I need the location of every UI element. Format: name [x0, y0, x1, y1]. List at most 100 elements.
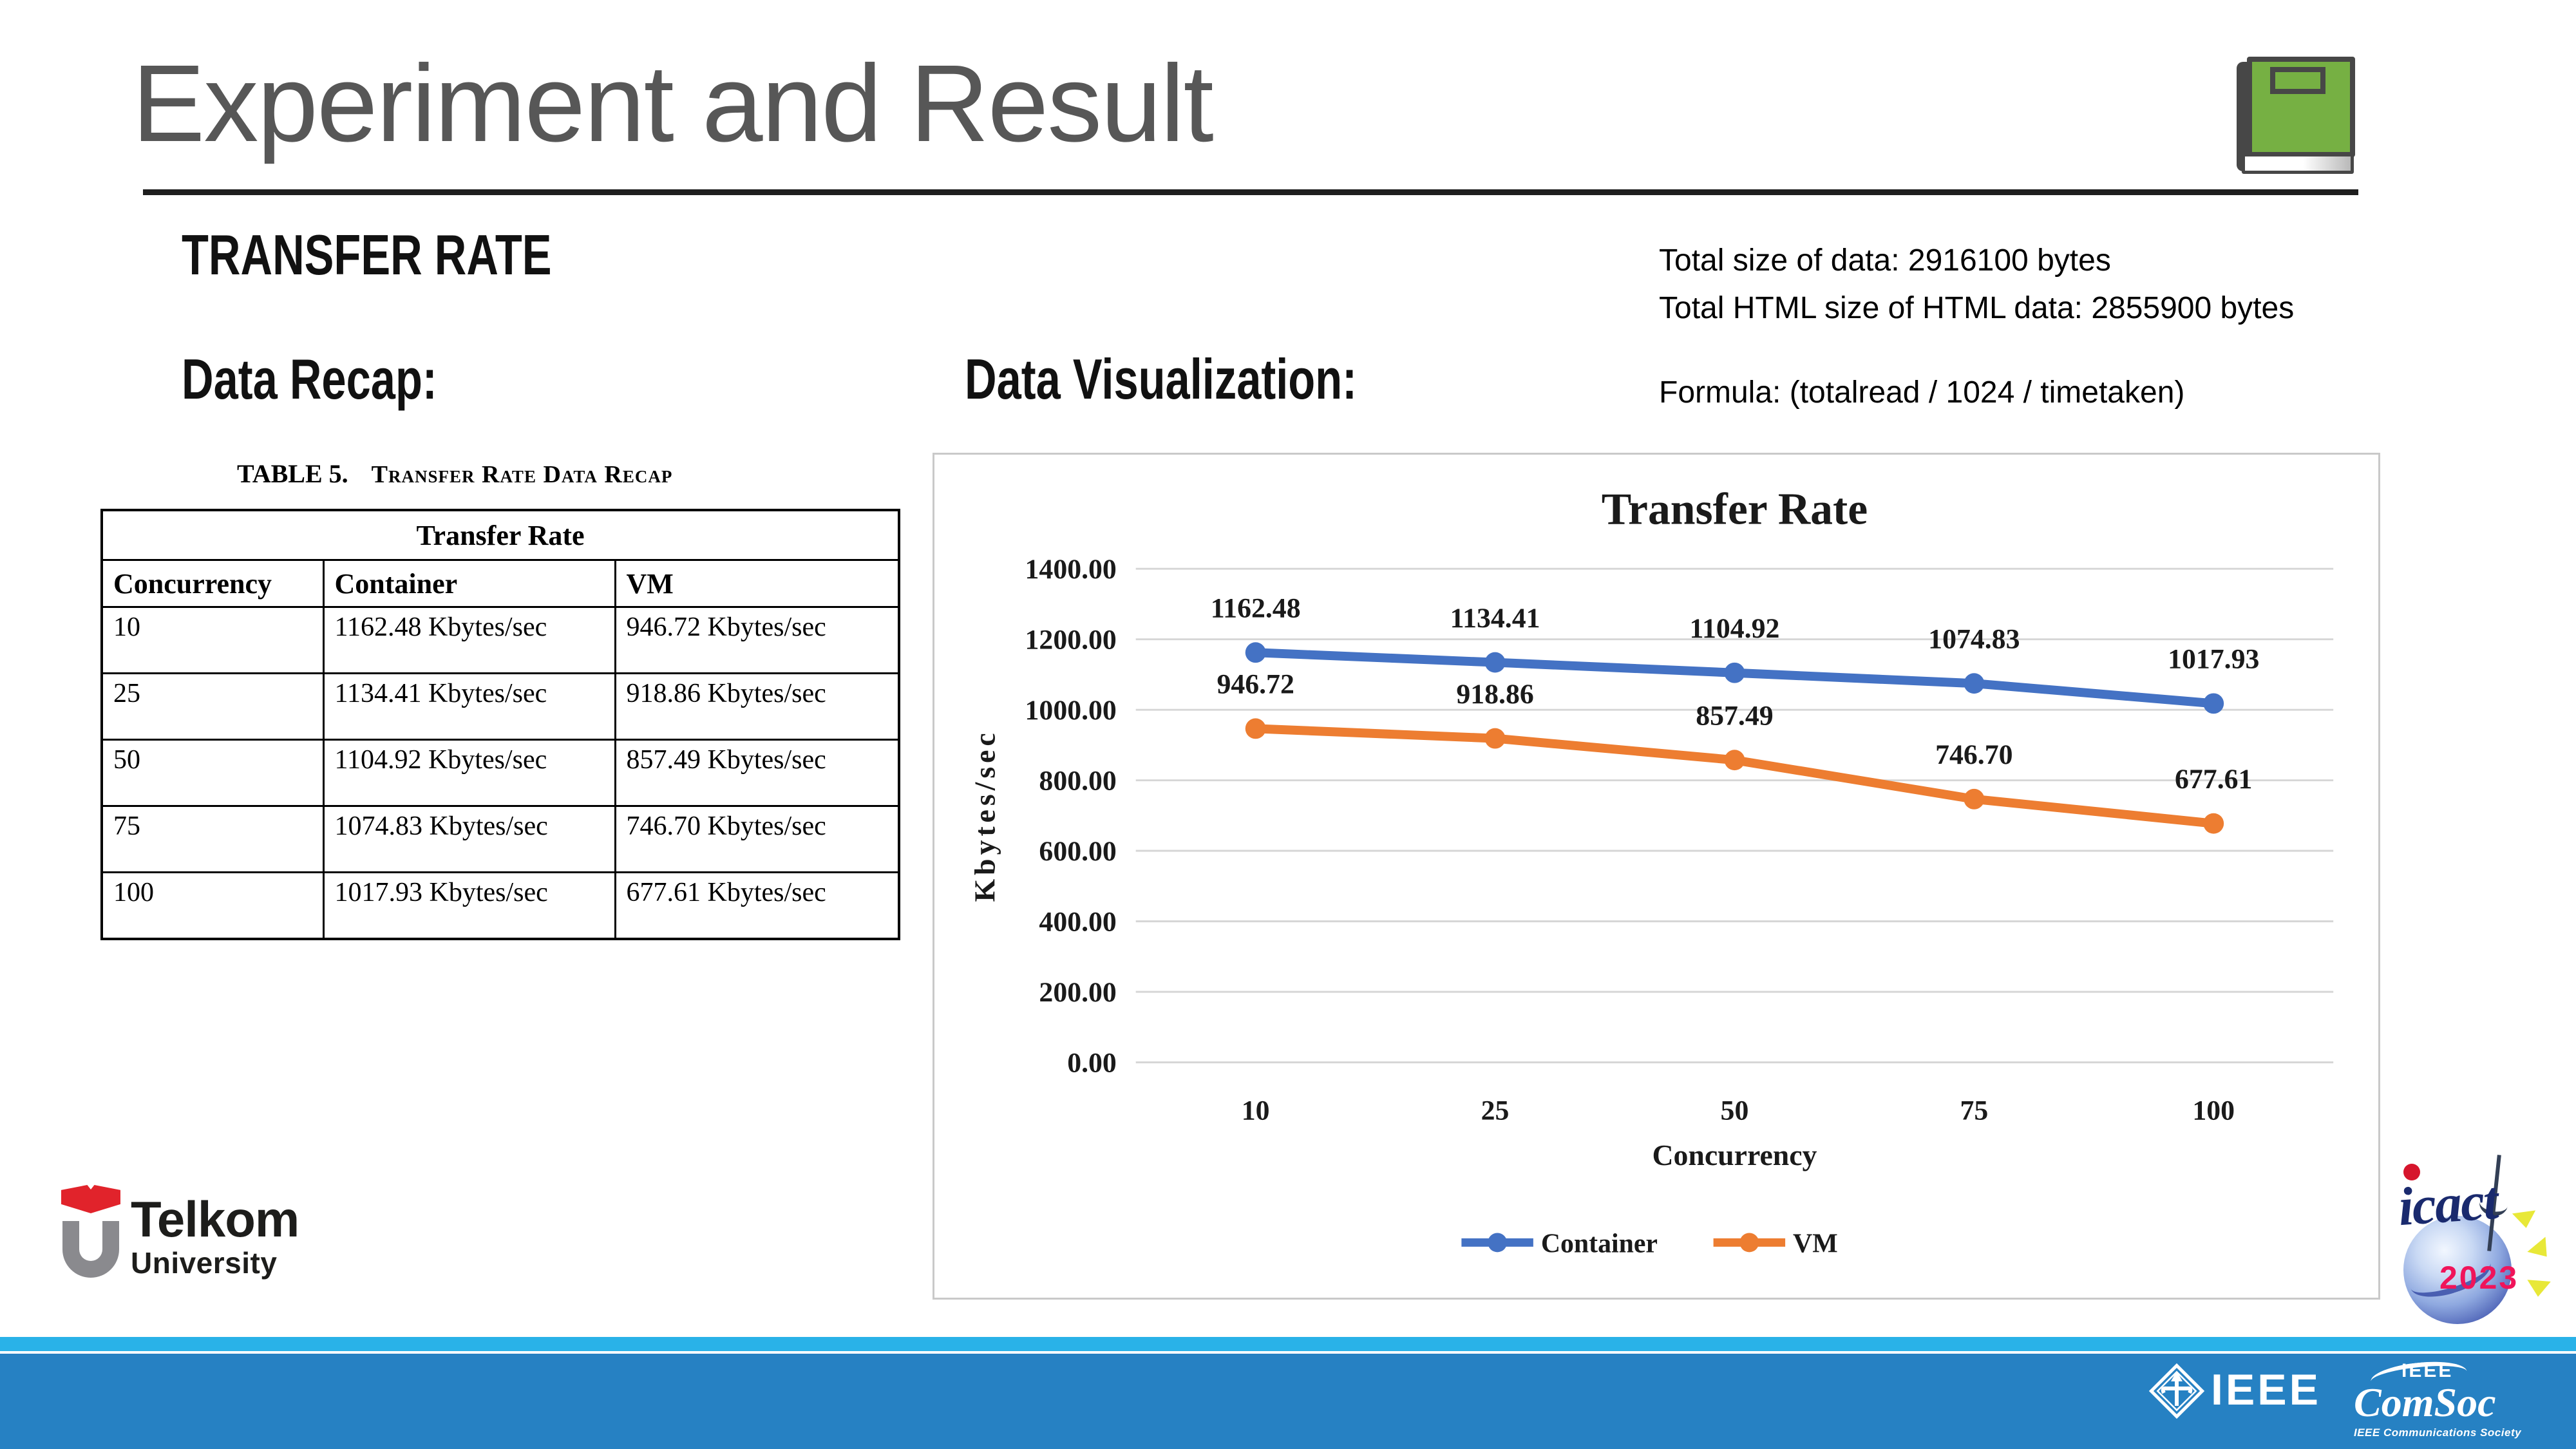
telkom-university-logo: Telkom University — [61, 1185, 338, 1282]
y-tick-label: 1400.00 — [1025, 554, 1117, 585]
column-header-concurrency: Concurrency — [100, 559, 325, 608]
table-group-header-row: Transfer Rate — [100, 509, 900, 561]
series-line-vm — [1251, 724, 2219, 828]
table-cell: 1104.92 Kbytes/sec — [322, 739, 616, 807]
formula-text: Formula: (totalread / 1024 / timetaken) — [1659, 375, 2185, 410]
table-cell: 857.49 Kbytes/sec — [614, 739, 900, 807]
section-heading: TRANSFER RATE — [182, 223, 552, 287]
total-data-size-text: Total size of data: 2916100 bytes — [1659, 243, 2111, 278]
transfer-rate-chart: 0.00 200.00 400.00 600.00 800.00 1000.00 1200.… — [933, 453, 2380, 1300]
data-label: 677.61 — [2175, 764, 2252, 795]
y-tick-label: 200.00 — [1039, 977, 1116, 1008]
chart-title: Transfer Rate — [1602, 485, 1868, 535]
data-point — [1724, 662, 1745, 683]
table-row: 100 1017.93 Kbytes/sec 677.61 Kbytes/sec — [100, 871, 900, 940]
y-tick-label: 1000.00 — [1025, 695, 1117, 726]
y-tick-label: 0.00 — [1067, 1048, 1117, 1079]
data-label: 946.72 — [1217, 669, 1294, 700]
legend-label: Container — [1541, 1229, 1658, 1258]
data-point — [2203, 813, 2224, 834]
y-axis-title: Kbytes/sec — [969, 729, 1001, 902]
table-cell: 1134.41 Kbytes/sec — [322, 672, 616, 741]
data-label: 857.49 — [1696, 700, 1773, 731]
ieee-wordmark: IEEE — [2211, 1365, 2321, 1414]
sparkle-icon — [2510, 1205, 2535, 1229]
x-tick-label: 25 — [1481, 1095, 1510, 1126]
table-caption-text: Transfer Rate Data Recap — [371, 461, 673, 488]
data-point — [1484, 652, 1506, 673]
column-header-container: Container — [322, 559, 616, 608]
sparkle-icon — [2524, 1236, 2552, 1262]
comsoc-ieee-label: IEEE — [2401, 1360, 2454, 1381]
x-axis-title: Concurrency — [1652, 1139, 1817, 1171]
ieee-logo: IEEE — [2148, 1362, 2318, 1421]
data-label: 746.70 — [1935, 739, 2012, 770]
title-divider — [143, 189, 2358, 195]
table-cell: 946.72 Kbytes/sec — [614, 606, 900, 674]
ieee-diamond-icon — [2148, 1363, 2205, 1419]
data-point — [1964, 788, 1985, 810]
icact-year: 2023 — [2439, 1260, 2519, 1296]
book-icon-pages — [2242, 153, 2354, 174]
table-group-header: Transfer Rate — [100, 509, 900, 561]
data-point — [1245, 718, 1266, 739]
data-visualization-label: Data Visualization: — [965, 347, 1358, 411]
data-label: 1017.93 — [2168, 644, 2259, 675]
table-caption: TABLE 5. Transfer Rate Data Recap — [237, 459, 672, 489]
table-caption-label: TABLE 5. — [237, 459, 348, 488]
book-icon-label — [2270, 67, 2325, 94]
data-label: 1104.92 — [1690, 613, 1780, 644]
page-title: Experiment and Result — [132, 43, 1214, 165]
data-point — [1724, 750, 1745, 771]
table-row: 25 1134.41 Kbytes/sec 918.86 Kbytes/sec — [100, 672, 900, 741]
footer-bar — [0, 1354, 2576, 1449]
table-cell: 25 — [100, 672, 325, 741]
table-column-header-row: Concurrency Container VM — [100, 559, 900, 608]
comsoc-wordmark: ComSoc — [2354, 1379, 2496, 1425]
book-icon — [2237, 57, 2362, 182]
telkom-wordmark: Telkom University — [131, 1194, 299, 1278]
comsoc-logo: IEEE ComSoc IEEE Communications Society — [2354, 1358, 2547, 1439]
transfer-rate-table: Transfer Rate Concurrency Container VM 1… — [100, 509, 901, 940]
x-tick-label: 50 — [1721, 1095, 1749, 1126]
table-cell: 1017.93 Kbytes/sec — [322, 871, 616, 940]
legend-label: VM — [1793, 1229, 1838, 1258]
table-cell: 10 — [100, 606, 325, 674]
telkom-book-icon — [61, 1185, 120, 1213]
chart-canvas: 0.00 200.00 400.00 600.00 800.00 1000.00 1200.… — [969, 485, 2334, 1258]
telkom-university-label: University — [131, 1246, 278, 1280]
table-row: 50 1104.92 Kbytes/sec 857.49 Kbytes/sec — [100, 739, 900, 807]
table-cell: 1074.83 Kbytes/sec — [322, 805, 616, 873]
data-recap-label: Data Recap: — [182, 347, 437, 411]
table-cell: 100 — [100, 871, 325, 940]
icact-dot-icon — [2403, 1164, 2420, 1180]
data-point — [2203, 693, 2224, 714]
legend-marker-point — [1739, 1233, 1759, 1253]
column-header-vm: VM — [614, 559, 900, 608]
legend-marker-point — [1488, 1233, 1508, 1253]
icact-2023-logo: icact 2023 — [2396, 1155, 2564, 1329]
y-tick-label: 400.00 — [1039, 907, 1116, 938]
data-point — [1964, 673, 1985, 694]
data-size-notes: Total size of data: 2916100 bytes Total … — [1659, 237, 2294, 332]
table-cell: 75 — [100, 805, 325, 873]
data-label: 918.86 — [1456, 679, 1533, 710]
table-row: 10 1162.48 Kbytes/sec 946.72 Kbytes/sec — [100, 606, 900, 674]
table-row: 75 1074.83 Kbytes/sec 746.70 Kbytes/sec — [100, 805, 900, 873]
data-label: 1162.48 — [1211, 592, 1301, 623]
x-tick-label: 10 — [1242, 1095, 1270, 1126]
x-tick-label: 75 — [1960, 1095, 1988, 1126]
y-tick-label: 1200.00 — [1025, 625, 1117, 656]
data-point — [1245, 642, 1266, 663]
data-point — [1484, 728, 1506, 749]
book-icon-cover — [2247, 57, 2355, 157]
telkom-u-icon — [62, 1221, 119, 1278]
table-cell: 1162.48 Kbytes/sec — [322, 606, 616, 674]
footer-accent-stripe — [0, 1337, 2576, 1351]
table-cell: 677.61 Kbytes/sec — [614, 871, 900, 940]
table-cell: 50 — [100, 739, 325, 807]
table-cell: 746.70 Kbytes/sec — [614, 805, 900, 873]
y-tick-label: 600.00 — [1039, 836, 1116, 867]
comsoc-tagline: IEEE Communications Society — [2354, 1426, 2522, 1439]
